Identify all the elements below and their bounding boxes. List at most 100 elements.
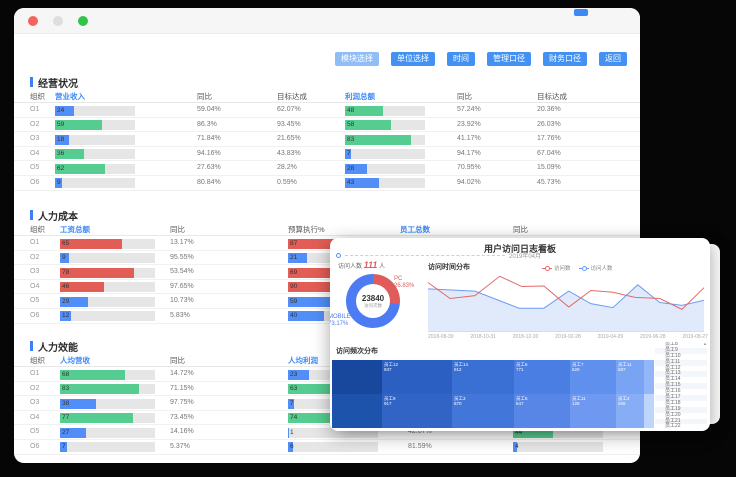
metric-value: 81.59% [408,442,432,450]
donut-center-value: 23840 [361,293,385,303]
employee-list-item[interactable]: 员工16 [665,388,681,395]
treemap-cell-员工12: 员工12 937 [382,360,452,394]
metric-value: 94.17% [457,149,481,157]
metric-value: 94.16% [197,149,221,157]
metric-bar: 27 [60,427,155,438]
column-header-利润总额[interactable]: 利润总额 [345,92,375,101]
table-row-O6: O6 7 5.37% 6 81.59% 4 [14,440,640,455]
metric-bar: 6 [288,442,378,453]
metric-bar: 4 [513,442,603,453]
metric-value: 71.15% [170,384,194,392]
employee-list-item[interactable]: 员工13 [655,371,707,378]
metric-bar-value: 44 [515,428,523,436]
employee-list-item[interactable]: 员工19 [655,406,707,413]
metric-bar: 24 [55,105,135,116]
employee-list-item[interactable]: 员工18 [665,399,681,406]
employee-list-item[interactable]: 员工15 [655,382,707,390]
column-header-人均利润[interactable]: 人均利润 [288,356,318,365]
x-axis-label: 2019-08-27 [682,334,708,340]
employee-list-item[interactable]: 员工17 [655,394,707,401]
treemap-title: 访问频次分布 [336,348,378,355]
toolbar-button-返回[interactable]: 返回 [599,52,627,66]
employee-list-item[interactable]: 员工12 [665,364,681,371]
treemap-row: 员工12 937 员工14 912 员工6 771 员工7 629 员工11 587 [332,360,654,394]
time-range-slider[interactable]: 2019年04月 [336,251,541,260]
org-label: O5 [30,428,40,436]
treemap-cell [644,394,654,428]
toolbar-button-单位选择[interactable]: 单位选择 [391,52,435,66]
column-header-工资总额[interactable]: 工资总额 [60,225,90,234]
x-axis-label: 2019-02-28 [555,334,581,340]
legend-item-访问人数[interactable]: 访问人数 [578,264,613,272]
access-log-panel: 用户访问日志看板 2019年04月 访问人数 111 人 23840 访问次数 … [330,238,710,431]
employee-list-item[interactable]: 员工21 [655,418,707,425]
metric-value: 5.37% [170,442,190,450]
employee-list-item[interactable]: 员工9 [655,347,707,354]
metric-bar: 9 [60,253,155,264]
column-header-目标达成: 目标达成 [277,92,307,101]
employee-list-item[interactable]: 员工11 [655,359,707,366]
table-header: 组织 工资总额 同比 预算执行% 员工总数 同比 [14,223,640,236]
toolbar-button-管理口径[interactable]: 管理口径 [487,52,531,66]
minimize-window-button[interactable] [53,16,63,26]
metric-value: 42.87% [408,428,432,436]
treemap-cell-员工11: 员工11 587 [616,360,644,394]
employee-list-item[interactable]: 员工8 [665,342,678,347]
metric-bar: 58 [345,120,425,131]
metric-bar: 78 [60,267,155,278]
metric-value: 97.75% [170,399,194,407]
metric-value: 94.02% [457,178,481,186]
scroll-up-icon[interactable]: ▲ [703,342,707,346]
legend-item-访问数[interactable]: 访问数 [542,264,571,272]
metric-bar-value: 65 [62,239,70,247]
metric-bar-fill [60,442,67,453]
metric-bar: 9 [55,178,135,189]
org-label: O6 [30,442,40,450]
column-header-人均营收[interactable]: 人均营收 [60,356,90,365]
metric-bar: 18 [55,134,135,145]
metric-bar-fill [60,384,139,395]
org-label: O4 [30,413,40,421]
metric-bar-value: 38 [62,399,70,407]
toolbar-button-时间[interactable]: 时间 [447,52,475,66]
toolbar: 模块选择 单位选择 时间 管理口径 财务口径 返回 [14,52,627,66]
table-row-O2: O2 59 86.3% 93.45% 58 23.92% 26.03% [14,118,640,133]
metric-value: 17.76% [537,135,561,143]
metric-value: 80.84% [197,178,221,186]
metric-bar-fill [513,442,517,453]
metric-value: 23.92% [457,120,481,128]
employee-list-item[interactable]: 员工20 [665,411,681,418]
toolbar-button-模块选择[interactable]: 模块选择 [335,52,379,66]
slider-handle-icon[interactable] [336,252,341,258]
metric-bar: 68 [60,369,155,380]
org-label: O1 [30,370,40,377]
x-axis-label: 2018-12-30 [512,334,539,340]
table-row-O4: O4 36 94.16% 43.83% 7 94.17% 67.04% [14,147,640,162]
metric-value: 21.65% [277,135,301,143]
employee-list-item[interactable]: 员工10 [665,352,681,359]
treemap-cell [644,360,654,394]
metric-bar-value: 7 [347,150,351,158]
column-header-营业收入[interactable]: 营业收入 [55,92,85,101]
employee-list-item[interactable]: 员工22 [665,423,681,429]
table-row-O1: O1 24 59.04% 62.07% 48 57.24% 20.36% [14,103,640,118]
section-marker-icon [30,210,33,220]
column-header-组织: 组织 [30,92,45,101]
zoom-window-button[interactable] [78,16,88,26]
metric-bar-value: 4 [515,443,519,451]
table-header: 组织 营业收入 同比 目标达成 利润总额 同比 目标达成 [14,90,640,103]
metric-bar: 59 [55,120,135,131]
employee-list-item[interactable]: 员工14 [665,376,681,383]
column-header-员工总数[interactable]: 员工总数 [400,225,430,234]
metric-bar: 46 [60,282,155,293]
employee-list[interactable]: ▲ 员工8 员工9 员工10 员工11 员工12 员工13 员工14 员工15 员工16 员工17… [655,342,707,429]
metric-bar: 83 [60,384,155,395]
metric-bar-value: 40 [290,312,298,320]
metric-bar: 77 [60,413,155,424]
treemap-cell [332,360,382,394]
metric-bar: 38 [60,398,155,409]
toolbar-button-财务口径[interactable]: 财务口径 [543,52,587,66]
metric-bar-fill [55,178,63,189]
metric-bar-fill [60,369,125,380]
close-window-button[interactable] [28,16,38,26]
